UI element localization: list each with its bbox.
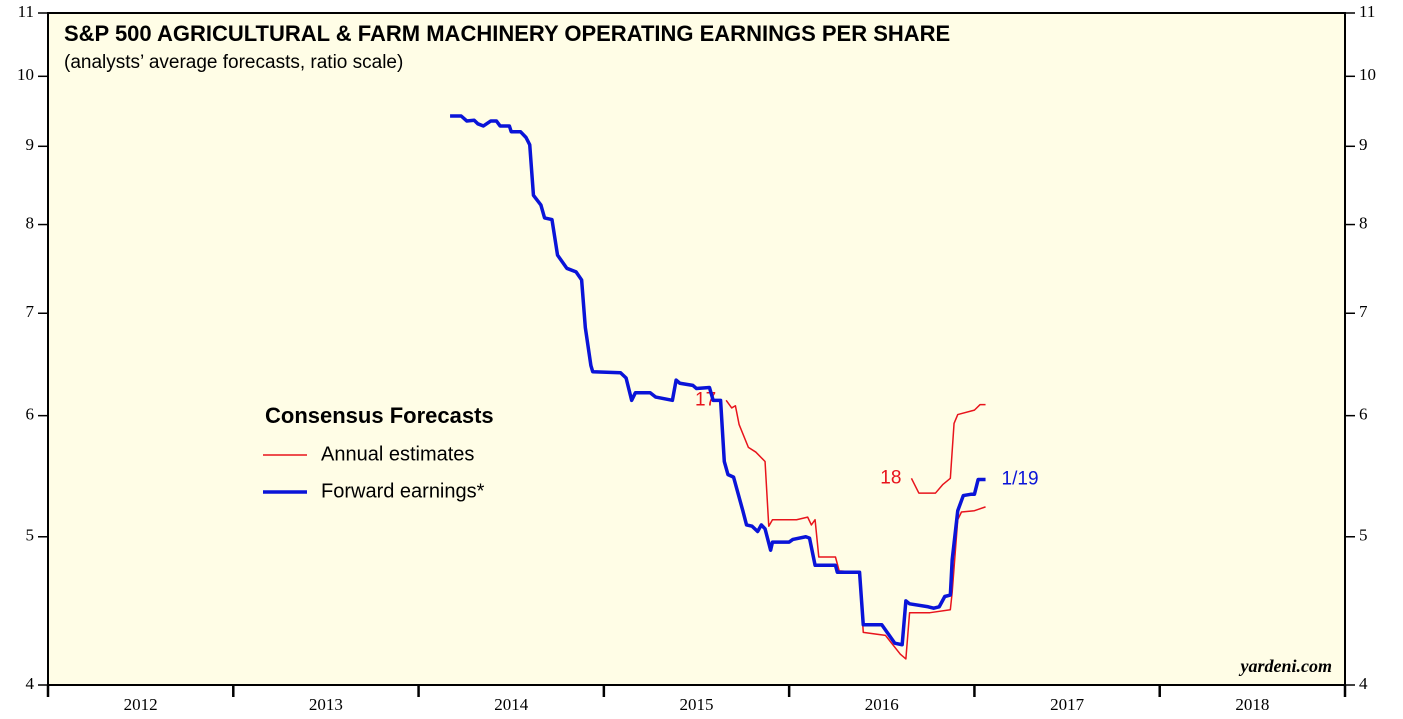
x-tick-label: 2018: [1235, 695, 1269, 714]
x-tick-label: 2012: [124, 695, 158, 714]
y-tick-label: 5: [26, 526, 35, 545]
y2-tick-label: 7: [1359, 302, 1368, 321]
y-tick-label: 10: [17, 65, 34, 84]
x-tick-label: 2014: [494, 695, 529, 714]
y2-tick-label: 5: [1359, 526, 1368, 545]
x-tick-label: 2017: [1050, 695, 1085, 714]
x-tick-label: 2016: [865, 695, 899, 714]
y2-tick-label: 10: [1359, 65, 1376, 84]
series-line: [450, 114, 986, 647]
y-tick-label: 9: [26, 135, 35, 154]
x-tick-label: 2015: [680, 695, 714, 714]
x-tick-label: 2013: [309, 695, 343, 714]
plot-area: [47, 12, 1346, 686]
y2-tick-label: 11: [1359, 2, 1375, 21]
y2-tick-label: 8: [1359, 213, 1368, 232]
chart-subtitle: (analysts’ average forecasts, ratio scal…: [64, 52, 403, 73]
y2-tick-label: 4: [1359, 674, 1368, 693]
series-label: 1/19: [1002, 469, 1039, 490]
series-line: [725, 399, 986, 660]
y-tick-label: 6: [26, 405, 35, 424]
legend-label: Forward earnings*: [321, 480, 485, 502]
y-tick-label: 4: [26, 674, 35, 693]
chart-title: S&P 500 AGRICULTURAL & FARM MACHINERY OP…: [64, 21, 950, 46]
y-tick-label: 11: [18, 2, 34, 21]
legend-title: Consensus Forecasts: [265, 403, 494, 428]
series-label: 18: [880, 467, 901, 488]
y2-tick-label: 6: [1359, 405, 1368, 424]
source: yardeni.com: [1239, 656, 1333, 676]
legend-label: Annual estimates: [321, 443, 474, 465]
y-tick-label: 7: [26, 302, 35, 321]
y-tick-label: 8: [26, 213, 35, 232]
series-line: [910, 403, 986, 494]
y2-tick-label: 9: [1359, 135, 1368, 154]
